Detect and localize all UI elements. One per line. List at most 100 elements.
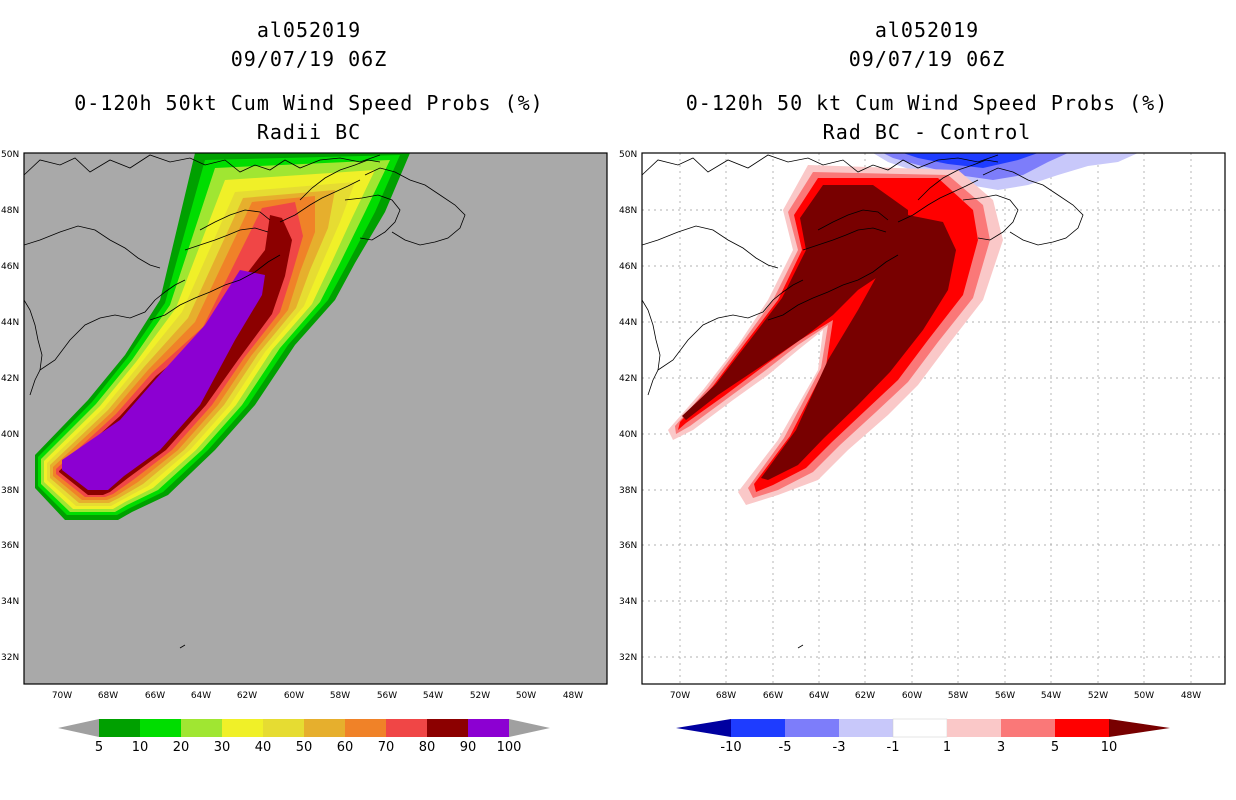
- lon-label: 52W: [1088, 691, 1108, 701]
- left-panel: al052019 09/07/19 06Z 0-120h 50kt Cum Wi…: [1, 18, 608, 755]
- colorbar-label: 10: [132, 740, 149, 755]
- lat-axis: 50N 48N 46N 44N 42N 40N 38N 36N 34N 32N: [1, 150, 19, 663]
- lon-label: 56W: [995, 691, 1015, 701]
- plot-title: 0-120h 50 kt Cum Wind Speed Probs (%): [685, 91, 1169, 115]
- lat-label: 32N: [619, 653, 637, 663]
- colorbar-label: 80: [419, 740, 436, 755]
- coastlines: [642, 154, 1084, 649]
- lat-label: 34N: [1, 597, 19, 607]
- colorbar-label: 30: [214, 740, 231, 755]
- lon-label: 58W: [948, 691, 968, 701]
- colorbar-segment: [345, 719, 386, 737]
- plot-subtitle: Radii BC: [256, 120, 362, 144]
- contour-90: [62, 270, 265, 490]
- colorbar-label: -10: [720, 740, 741, 755]
- colorbar: -10 -5 -3 -1 1 3 5 10: [676, 718, 1170, 755]
- lon-label: 64W: [809, 691, 829, 701]
- colorbar-segment: [427, 719, 468, 737]
- colorbar-label: 1: [943, 740, 951, 755]
- plot-title: 0-120h 50kt Cum Wind Speed Probs (%): [74, 91, 544, 115]
- lon-label: 66W: [145, 691, 165, 701]
- lon-label: 68W: [716, 691, 736, 701]
- colorbar-segment: [99, 719, 140, 737]
- contour-pos-10a: [682, 185, 908, 420]
- colorbar-segment: [304, 719, 345, 737]
- lat-label: 38N: [1, 486, 19, 496]
- right-map: 50N 48N 46N 44N 42N 40N 38N 36N 34N 32N …: [619, 150, 1226, 755]
- lat-label: 40N: [619, 430, 637, 440]
- lat-label: 46N: [1, 262, 19, 272]
- colorbar-segment: [839, 719, 893, 737]
- lat-label: 50N: [1, 150, 19, 160]
- lat-label: 48N: [619, 206, 637, 216]
- lat-label: 38N: [619, 486, 637, 496]
- colorbar-label: 20: [173, 740, 190, 755]
- lat-label: 44N: [619, 318, 637, 328]
- colorbar-label: 10: [1101, 740, 1118, 755]
- left-map: 50N 48N 46N 44N 42N 40N 38N 36N 34N 32N …: [1, 150, 608, 755]
- lon-label: 60W: [902, 691, 922, 701]
- lon-axis: 70W 68W 66W 64W 62W 60W 58W 56W 54W 52W …: [52, 691, 583, 701]
- colorbar-label: 100: [497, 740, 522, 755]
- lon-label: 48W: [1181, 691, 1201, 701]
- colorbar-under-arrow: [58, 719, 99, 737]
- colorbar-segment: [222, 719, 263, 737]
- lon-label: 58W: [330, 691, 350, 701]
- lon-label: 54W: [1041, 691, 1061, 701]
- colorbar-label: 40: [255, 740, 272, 755]
- lon-label: 62W: [855, 691, 875, 701]
- lat-label: 50N: [619, 150, 637, 160]
- lat-label: 42N: [619, 374, 637, 384]
- colorbar-segment: [140, 719, 181, 737]
- plot-subtitle: Rad BC - Control: [822, 120, 1032, 144]
- lon-label: 70W: [52, 691, 72, 701]
- lon-label: 70W: [670, 691, 690, 701]
- storm-id: al052019: [256, 18, 362, 42]
- colorbar-segment: [785, 719, 839, 737]
- lat-label: 44N: [1, 318, 19, 328]
- map-frame: [641, 152, 1226, 685]
- right-panel: al052019 09/07/19 06Z 0-120h 50 kt Cum W…: [618, 0, 1236, 800]
- colorbar: 5 10 20 30 40 50 60 70 80 90 100: [58, 719, 550, 755]
- colorbar-label: 5: [1051, 740, 1059, 755]
- colorbar-segment: [263, 719, 304, 737]
- colorbar-label: 3: [997, 740, 1005, 755]
- lon-label: 62W: [237, 691, 257, 701]
- lat-label: 36N: [619, 541, 637, 551]
- colorbar-segment: [1001, 719, 1055, 737]
- lon-label: 52W: [470, 691, 490, 701]
- colorbar-over-arrow: [509, 719, 550, 737]
- colorbar-segment: [386, 719, 427, 737]
- coastlines: [24, 154, 466, 649]
- colorbar-segment: [947, 719, 1001, 737]
- colorbar-label: 90: [460, 740, 477, 755]
- lat-label: 42N: [1, 374, 19, 384]
- lon-label: 64W: [191, 691, 211, 701]
- colorbar-label: 50: [296, 740, 313, 755]
- lon-label: 48W: [563, 691, 583, 701]
- colorbar-label: -5: [779, 740, 792, 755]
- contour-pos-10b: [761, 215, 956, 480]
- storm-id: al052019: [874, 18, 980, 42]
- lon-axis: 70W 68W 66W 64W 62W 60W 58W 56W 54W 52W …: [670, 691, 1201, 701]
- colorbar-under-arrow: [676, 719, 731, 737]
- lat-label: 32N: [1, 653, 19, 663]
- lon-label: 50W: [1134, 691, 1154, 701]
- lat-label: 40N: [1, 430, 19, 440]
- lat-label: 34N: [619, 597, 637, 607]
- colorbar-label: -3: [833, 740, 846, 755]
- colorbar-segment: [892, 718, 948, 738]
- lon-label: 54W: [423, 691, 443, 701]
- difference-field: [668, 153, 1138, 505]
- colorbar-segment: [181, 719, 222, 737]
- colorbar-segment: [1055, 719, 1109, 737]
- colorbar-segment: [731, 719, 785, 737]
- colorbar-label: 60: [337, 740, 354, 755]
- lon-label: 50W: [516, 691, 536, 701]
- lat-label: 48N: [1, 206, 19, 216]
- datetime: 09/07/19 06Z: [848, 47, 1006, 71]
- lon-label: 60W: [284, 691, 304, 701]
- lon-label: 66W: [763, 691, 783, 701]
- lat-label: 46N: [619, 262, 637, 272]
- datetime: 09/07/19 06Z: [230, 47, 388, 71]
